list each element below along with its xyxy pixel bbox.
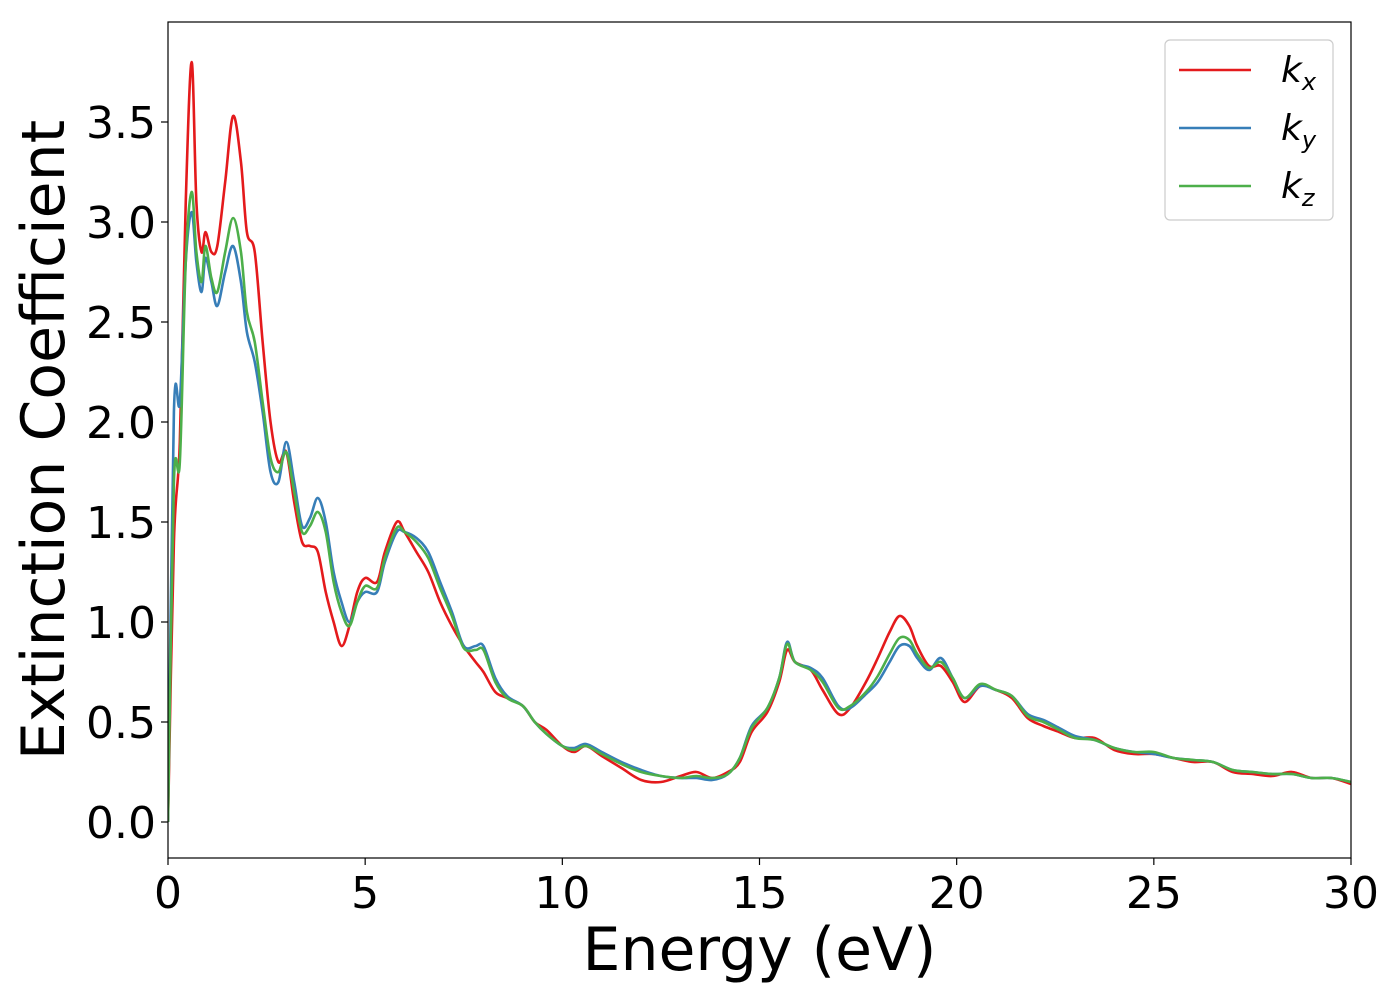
y-tick-label: 1.5 xyxy=(86,498,156,549)
y-tick-label: 2.0 xyxy=(86,398,156,449)
legend-box xyxy=(1164,39,1334,221)
x-tick-label: 20 xyxy=(929,868,985,919)
series-line-k-x xyxy=(168,60,1351,823)
y-axis-title: Extinction Coefficient xyxy=(9,120,79,760)
series-lines xyxy=(168,60,1351,823)
x-tick-label: 25 xyxy=(1126,868,1182,919)
series-line-k-z xyxy=(168,190,1351,823)
x-axis-ticks: 0 5 10 15 20 25 30 xyxy=(154,858,1379,919)
x-tick-label: 15 xyxy=(732,868,788,919)
series-line-k-y xyxy=(168,210,1351,823)
y-tick-label: 0.0 xyxy=(86,798,156,849)
x-axis-title: Energy (eV) xyxy=(583,915,937,985)
y-tick-label: 3.0 xyxy=(86,198,156,249)
x-tick-label: 0 xyxy=(154,868,182,919)
x-tick-label: 10 xyxy=(534,868,590,919)
y-tick-label: 0.5 xyxy=(86,698,156,749)
y-tick-label: 2.5 xyxy=(86,298,156,349)
x-tick-label: 5 xyxy=(351,868,379,919)
y-axis-ticks: 0.0 0.5 1.0 1.5 2.0 2.5 3.0 3.5 xyxy=(86,98,168,849)
y-tick-label: 3.5 xyxy=(86,98,156,149)
y-tick-label: 1.0 xyxy=(86,598,156,649)
x-tick-label: 30 xyxy=(1323,868,1379,919)
